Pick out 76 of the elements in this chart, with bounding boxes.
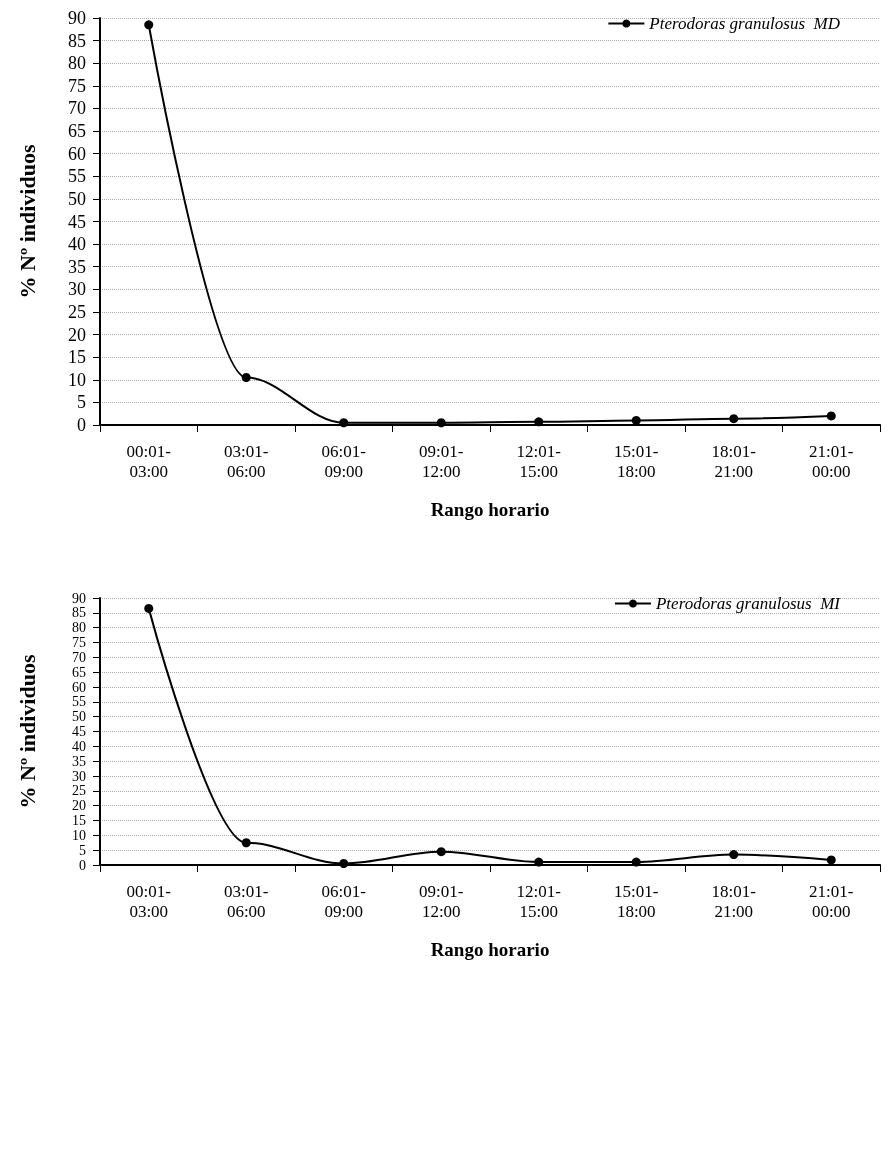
y-tick-label: 20: [68, 324, 86, 345]
point: [144, 20, 154, 30]
point: [729, 850, 739, 860]
point: [241, 838, 251, 848]
point: [631, 857, 641, 867]
x-tick-label: 09:01- 12:00: [419, 441, 464, 481]
y-tick-label: 0: [77, 415, 86, 435]
y-tick-label: 85: [72, 605, 86, 621]
y-tick-label: 40: [68, 234, 86, 255]
x-tick-label: 21:01- 00:00: [809, 881, 854, 921]
y-axis-title: % Nº individuos: [14, 144, 40, 299]
y-tick-label: 45: [72, 724, 86, 739]
x-tick-label: 03:01- 06:00: [224, 441, 269, 481]
y-tick-label: 60: [72, 679, 86, 695]
x-tick-label: 12:01- 15:00: [516, 881, 562, 921]
x-axis-title: Rango horario: [430, 499, 550, 520]
y-tick-label: 0: [79, 857, 86, 873]
y-tick-label: 5: [77, 392, 86, 413]
y-tick-label: 50: [72, 709, 86, 725]
x-tick-label: 18:01- 21:00: [711, 441, 757, 481]
y-tick-label: 10: [72, 827, 86, 843]
x-tick-label: 15:01- 18:00: [614, 881, 659, 921]
point: [534, 417, 544, 427]
y-tick-label: 55: [72, 694, 86, 710]
y-tick-label: 15: [72, 813, 86, 828]
y-tick-label: 15: [68, 347, 86, 368]
point: [826, 411, 836, 421]
point: [534, 857, 544, 867]
y-tick-label: 10: [68, 369, 86, 390]
point: [339, 859, 349, 869]
y-tick-label: 35: [72, 753, 86, 769]
point: [436, 418, 446, 428]
y-tick-label: 80: [68, 53, 86, 74]
y-tick-label: 90: [72, 590, 86, 606]
y-tick-label: 60: [68, 143, 86, 164]
y-tick-label: 75: [68, 75, 86, 96]
y-tick-label: 55: [68, 166, 86, 187]
y-tick-label: 30: [72, 768, 86, 784]
y-tick-label: 50: [68, 188, 86, 209]
x-tick-label: 00:01- 03:00: [126, 441, 172, 481]
y-tick-label: 90: [68, 8, 86, 28]
x-axis-title: Rango horario: [430, 939, 550, 960]
point: [729, 414, 739, 424]
x-tick-label: 06:01- 09:00: [321, 881, 367, 921]
y-tick-label: 35: [68, 256, 86, 277]
y-tick-label: 70: [68, 98, 86, 119]
y-tick-label: 30: [68, 279, 86, 300]
x-tick-label: 12:01- 15:00: [516, 441, 562, 481]
x-tick-label: 21:01- 00:00: [809, 441, 854, 481]
point: [241, 373, 251, 383]
y-tick-label: 40: [72, 738, 86, 754]
y-axis-title: % Nº individuos: [14, 654, 40, 809]
y-tick-label: 65: [72, 664, 86, 680]
y-tick-label: 25: [68, 301, 86, 322]
y-tick-label: 80: [72, 620, 86, 636]
x-tick-label: 09:01- 12:00: [419, 881, 464, 921]
x-tick-label: 06:01- 09:00: [321, 441, 367, 481]
point: [631, 415, 641, 425]
point: [436, 847, 446, 857]
y-tick-label: 20: [72, 798, 86, 814]
y-tick-label: 75: [72, 635, 86, 650]
y-tick-label: 65: [68, 121, 86, 142]
y-tick-label: 25: [72, 783, 86, 799]
y-tick-label: 85: [68, 30, 86, 51]
x-tick-label: 18:01- 21:00: [711, 881, 757, 921]
legend-label: Pterodoras granulosus MI: [654, 594, 842, 613]
point: [339, 418, 349, 428]
x-tick-label: 15:01- 18:00: [614, 441, 659, 481]
x-tick-label: 00:01- 03:00: [126, 881, 172, 921]
legend-label: Pterodoras granulosus MD: [648, 14, 841, 33]
y-tick-label: 70: [72, 649, 86, 665]
point: [144, 603, 154, 613]
y-tick-label: 45: [68, 211, 86, 232]
x-tick-label: 03:01- 06:00: [224, 881, 269, 921]
y-tick-label: 5: [79, 842, 86, 858]
point: [826, 855, 836, 865]
